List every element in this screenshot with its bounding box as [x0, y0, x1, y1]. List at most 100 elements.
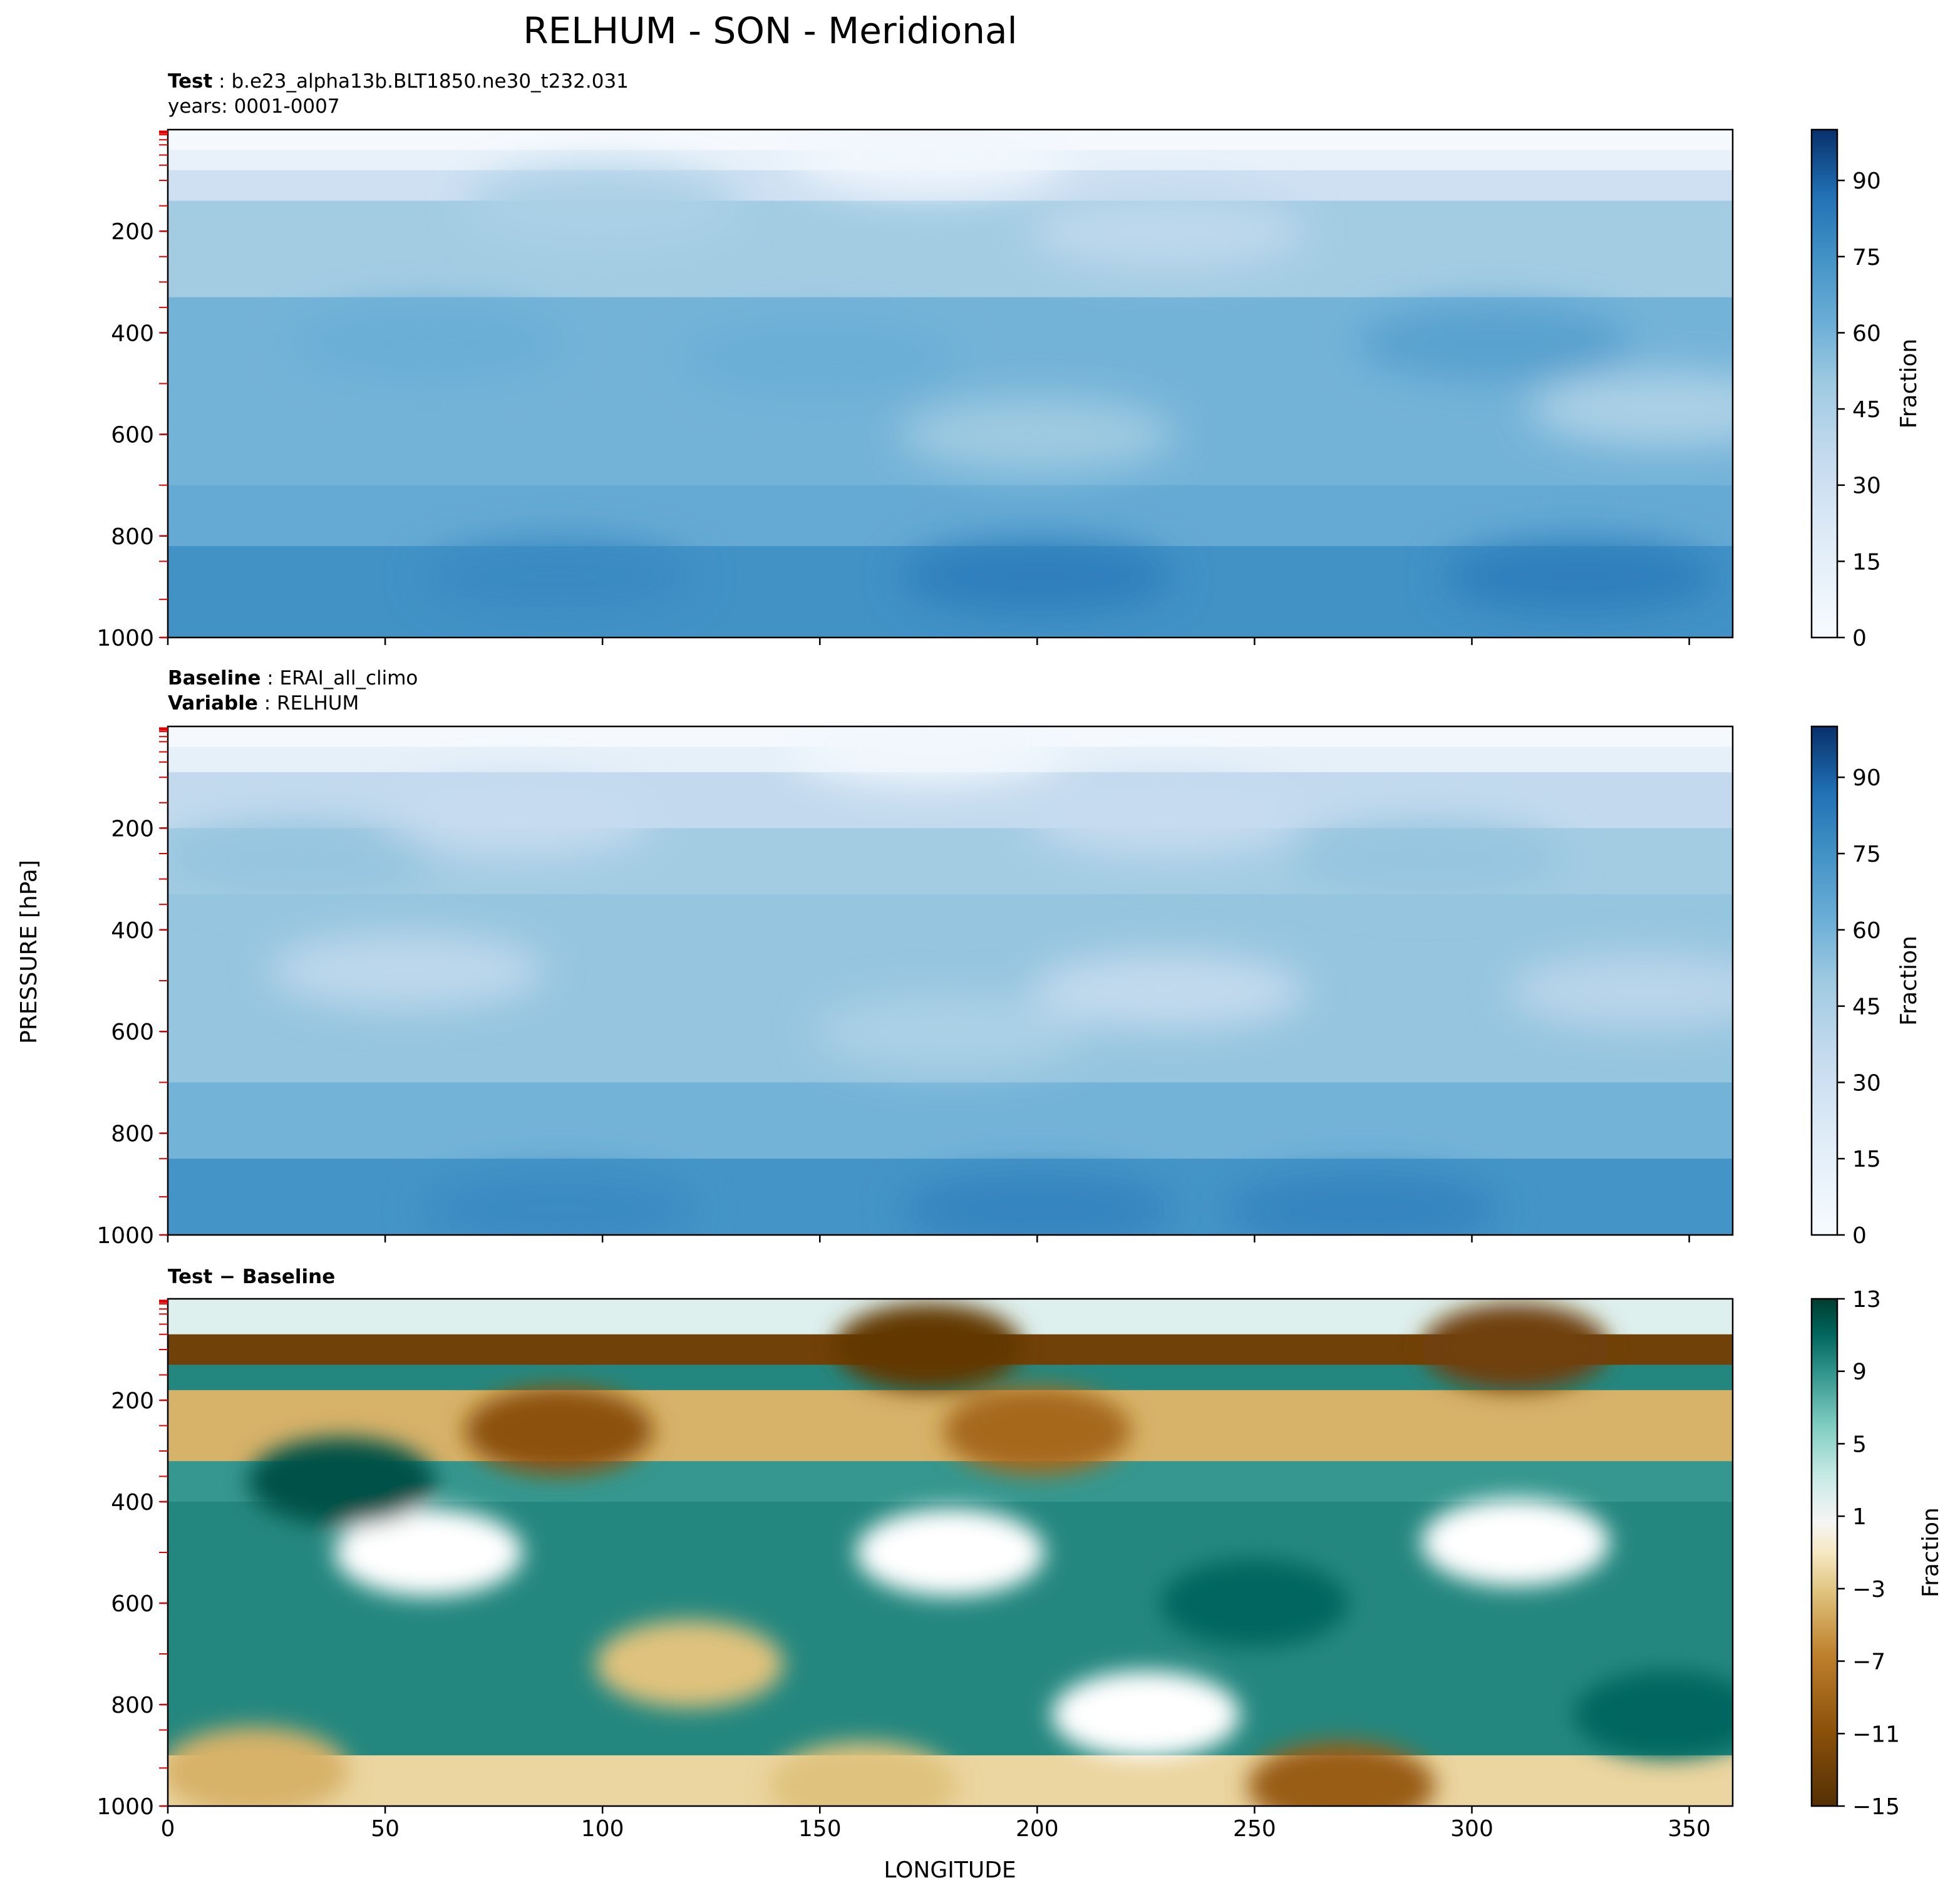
- colorbar-label: Fraction: [1896, 339, 1922, 429]
- panel-header-line: Baseline : ERAI_all_climo: [168, 667, 418, 689]
- y-tick-label: 1000: [96, 1223, 154, 1249]
- contour-feature: [1529, 371, 1733, 447]
- colorbar-tick-label: 60: [1852, 321, 1881, 346]
- colorbar-tick-label: 30: [1852, 473, 1881, 499]
- colorbar-label: Fraction: [1918, 1507, 1944, 1598]
- colorbar-bar: [1810, 725, 1839, 1236]
- contour-feature: [769, 1742, 957, 1806]
- panel-baseline: 200 400 600 800 1000 Baseline : ERAI_all_clim…: [96, 667, 1922, 1249]
- contour-feature: [1247, 1742, 1436, 1806]
- colorbar-tick-label: 13: [1852, 1287, 1881, 1313]
- panel-header-line: Variable : RELHUM: [168, 692, 359, 715]
- x-tick-label: 150: [798, 1816, 842, 1842]
- y-tick-label: 200: [111, 1388, 154, 1414]
- panel-header-line: Test : b.e23_alpha13b.BLT1850.ne30_t232.…: [168, 70, 629, 93]
- colorbar-label: Fraction: [1896, 936, 1922, 1026]
- colorbar-tick-label: 30: [1852, 1070, 1881, 1096]
- contour-feature: [596, 1620, 783, 1708]
- colorbar-tick-label: 5: [1852, 1432, 1867, 1457]
- colorbar-tick-label: 0: [1852, 626, 1867, 651]
- contour-field: [168, 130, 1733, 638]
- colorbar-bar: [1810, 128, 1839, 639]
- y-tick-label: 800: [111, 1122, 154, 1147]
- figure-title: RELHUM - SON - Meridional: [523, 9, 1017, 52]
- contour-feature: [247, 1437, 436, 1526]
- contour-feature: [682, 320, 958, 396]
- contour-feature: [168, 821, 436, 897]
- x-axis-label: LONGITUDE: [884, 1857, 1016, 1883]
- y-tick-label: 1000: [96, 626, 154, 651]
- y-tick-label: 400: [111, 321, 154, 346]
- panel-header-line: years: 0001-0007: [168, 95, 340, 118]
- contour-feature: [899, 396, 1175, 472]
- colorbar-tick-label: 0: [1852, 1223, 1867, 1249]
- contour-feature: [1029, 953, 1306, 1029]
- colorbar-tick-label: 45: [1852, 397, 1881, 423]
- contour-feature: [269, 932, 545, 1008]
- colorbar-tick-label: 75: [1852, 245, 1881, 271]
- contour-feature: [465, 1386, 653, 1475]
- contour-feature: [291, 305, 567, 381]
- x-tick-label: 250: [1233, 1816, 1276, 1842]
- y-axis-label: PRESSURE [hPa]: [16, 860, 42, 1044]
- contour-feature: [1029, 194, 1306, 269]
- contour-feature: [1356, 305, 1632, 381]
- x-tick-label: 50: [371, 1816, 400, 1842]
- contour-feature: [1443, 539, 1719, 614]
- contour-feature: [1421, 1303, 1609, 1391]
- contour-band: [168, 200, 1733, 298]
- x-tick-label: 350: [1668, 1816, 1711, 1842]
- contour-feature: [856, 1509, 1044, 1596]
- colorbar-tick-label: 45: [1852, 994, 1881, 1020]
- colorbar-tick-label: 9: [1852, 1360, 1867, 1385]
- contour-feature: [899, 1172, 1175, 1235]
- contour-feature: [421, 1172, 697, 1235]
- panel-diff: 200 400 600 800 1000 0 50 100 150 200 250 300 350 Tes…: [96, 1266, 1944, 1842]
- contour-feature: [1160, 1559, 1349, 1647]
- colorbar-tick-label: −7: [1852, 1650, 1885, 1675]
- x-tick-label: 300: [1450, 1816, 1493, 1842]
- y-tick-label: 800: [111, 524, 154, 550]
- contour-feature: [1291, 821, 1567, 897]
- colorbar-tick-label: 90: [1852, 168, 1881, 194]
- contour-feature: [790, 130, 1066, 193]
- contour-feature: [1421, 1498, 1609, 1586]
- x-tick-label: 200: [1016, 1816, 1059, 1842]
- colorbar: −15 −11 −7 −3 1 5 9 13 Fraction: [1810, 1287, 1944, 1820]
- contour-feature: [1029, 780, 1306, 856]
- contour-field: [168, 726, 1733, 1235]
- y-tick-label: 200: [111, 816, 154, 842]
- contour-feature: [943, 1386, 1132, 1475]
- contour-band: [168, 1082, 1733, 1160]
- x-tick-label: 100: [581, 1816, 624, 1842]
- contour-feature: [168, 1727, 349, 1806]
- x-tick-label: 0: [161, 1816, 175, 1842]
- colorbar-tick-label: −11: [1852, 1722, 1900, 1747]
- colorbar: 0 15 30 45 60 75 90 Fraction: [1810, 725, 1922, 1249]
- contour-feature: [421, 539, 697, 614]
- colorbar-tick-label: 15: [1852, 1147, 1881, 1172]
- contour-feature: [1225, 1172, 1501, 1235]
- y-tick-label: 200: [111, 219, 154, 245]
- contour-feature: [834, 1303, 1023, 1391]
- contour-feature: [334, 1509, 523, 1596]
- contour-feature: [1573, 1671, 1733, 1759]
- colorbar-tick-label: 1: [1852, 1504, 1867, 1530]
- colorbar-tick-label: −3: [1852, 1577, 1885, 1603]
- y-tick-label: 400: [111, 1490, 154, 1515]
- panel-header-line: Test − Baseline: [168, 1266, 335, 1288]
- y-tick-label: 600: [111, 1020, 154, 1045]
- colorbar: 0 15 30 45 60 75 90 Fraction: [1810, 128, 1922, 651]
- colorbar-tick-label: −15: [1852, 1794, 1900, 1820]
- y-tick-label: 1000: [96, 1794, 154, 1820]
- colorbar-tick-label: 15: [1852, 549, 1881, 575]
- y-tick-label: 400: [111, 918, 154, 944]
- y-tick-label: 800: [111, 1693, 154, 1718]
- colorbar-bar: [1810, 1298, 1839, 1807]
- contour-feature: [790, 726, 1066, 785]
- contour-feature: [812, 994, 1088, 1070]
- contour-band: [168, 485, 1733, 547]
- contour-feature: [1508, 953, 1733, 1029]
- y-tick-label: 600: [111, 1591, 154, 1617]
